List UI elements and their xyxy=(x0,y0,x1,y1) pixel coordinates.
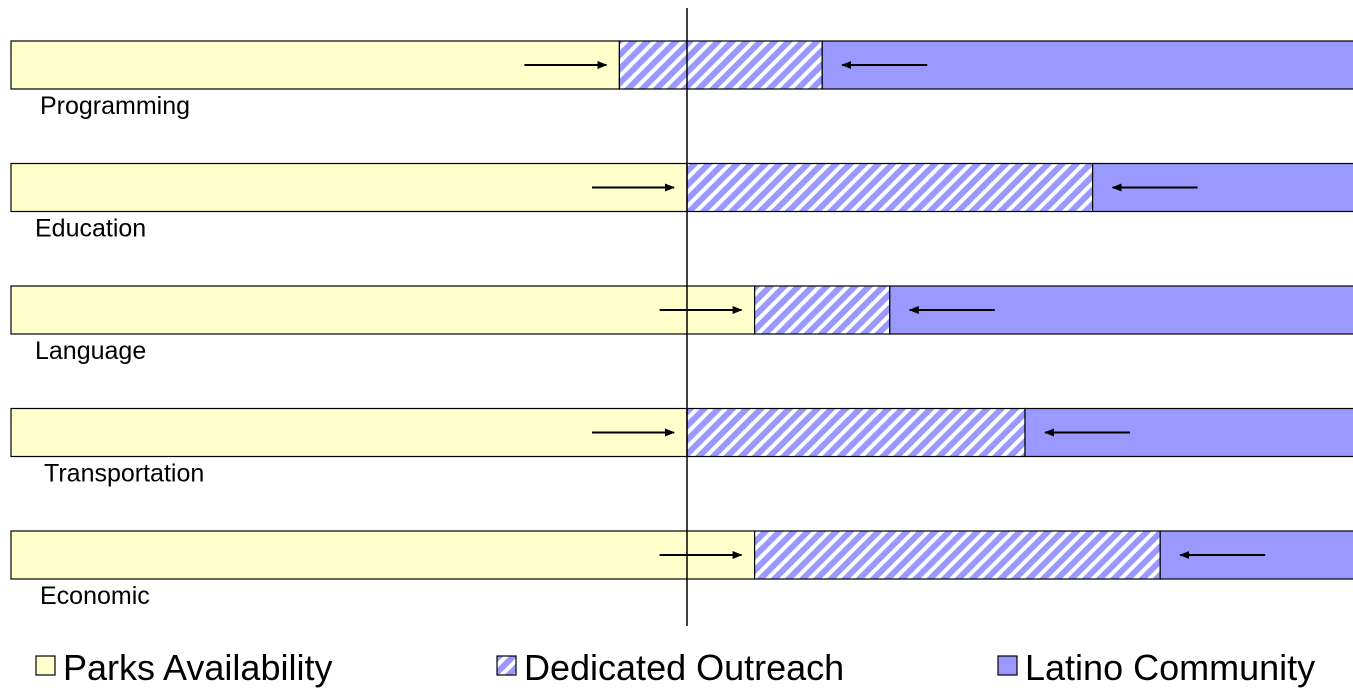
bar-dedicated-outreach-programming xyxy=(618,40,823,90)
legend-swatch-dedicated-outreach xyxy=(496,655,517,676)
bar-parks-availability-programming xyxy=(10,40,621,90)
bar-parks-availability-transportation xyxy=(10,407,688,458)
category-label-transportation: Transportation xyxy=(44,460,204,488)
bar-parks-availability-education xyxy=(10,162,688,213)
bars-group xyxy=(10,40,1353,580)
legend-label-dedicated-outreach: Dedicated Outreach xyxy=(524,647,844,688)
bar-dedicated-outreach-language xyxy=(753,285,891,335)
category-label-education: Education xyxy=(35,215,146,243)
legend: Parks Availability Dedicated Outreach Lati… xyxy=(35,647,1315,688)
legend-label-latino-community: Latino Community xyxy=(1025,647,1315,688)
category-label-programming: Programming xyxy=(40,92,190,120)
legend-label-parks-availability: Parks Availability xyxy=(63,647,332,688)
category-labels-group: Programming Education Language Transportati… xyxy=(35,92,204,610)
legend-swatch-parks-availability xyxy=(35,655,56,676)
bar-parks-availability-language xyxy=(10,285,756,335)
bar-dedicated-outreach-education xyxy=(686,162,1094,213)
bar-parks-availability-economic xyxy=(10,530,756,580)
legend-swatch-latino-community xyxy=(997,655,1018,676)
bar-latino-community-education xyxy=(1091,162,1353,213)
category-label-economic: Economic xyxy=(40,582,150,610)
bar-dedicated-outreach-transportation xyxy=(686,407,1026,458)
category-label-language: Language xyxy=(35,337,146,365)
bar-dedicated-outreach-economic xyxy=(753,530,1161,580)
